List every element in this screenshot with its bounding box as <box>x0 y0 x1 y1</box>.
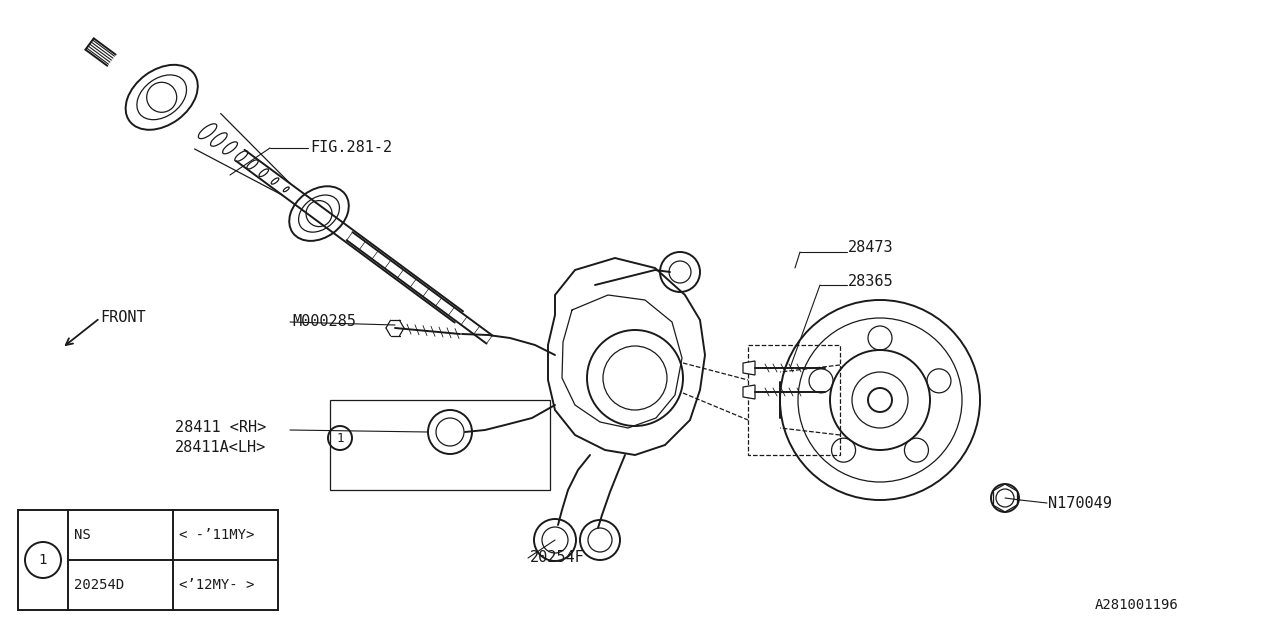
Text: 28411 <RH>: 28411 <RH> <box>175 419 266 435</box>
Text: NS: NS <box>74 528 91 542</box>
Polygon shape <box>548 258 705 455</box>
Text: 28473: 28473 <box>849 241 893 255</box>
Polygon shape <box>742 361 755 375</box>
Text: N170049: N170049 <box>1048 495 1112 511</box>
Text: 1: 1 <box>38 553 47 567</box>
Text: 28365: 28365 <box>849 275 893 289</box>
Bar <box>330 400 550 490</box>
Text: 28411A<LH>: 28411A<LH> <box>175 440 266 456</box>
Text: < -’11MY>: < -’11MY> <box>179 528 255 542</box>
Text: 1: 1 <box>337 431 344 445</box>
Polygon shape <box>742 385 755 399</box>
Bar <box>748 345 840 455</box>
Polygon shape <box>114 60 559 394</box>
Bar <box>18 510 278 610</box>
Text: 20254D: 20254D <box>74 578 124 592</box>
Text: FRONT: FRONT <box>100 310 146 326</box>
Text: FIG.281-2: FIG.281-2 <box>310 141 392 156</box>
Text: M000285: M000285 <box>292 314 356 330</box>
Text: <’12MY- >: <’12MY- > <box>179 578 255 592</box>
Text: 20254F: 20254F <box>530 550 585 566</box>
Text: A281001196: A281001196 <box>1094 598 1179 612</box>
